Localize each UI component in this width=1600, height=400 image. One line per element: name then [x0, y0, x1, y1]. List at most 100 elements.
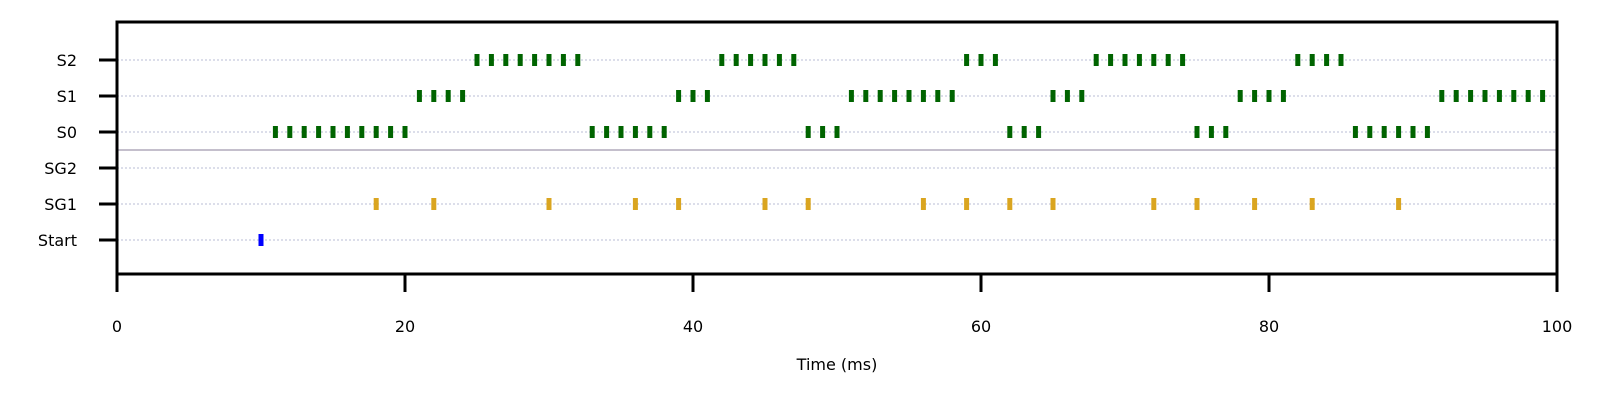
event-mark-s0-29	[1410, 126, 1416, 138]
x-axis: 0 20 40 60 80 100	[112, 274, 1572, 336]
event-mark-s2-22	[1165, 54, 1171, 66]
event-mark-s0-12	[618, 126, 624, 138]
event-mark-s0-28	[1396, 126, 1402, 138]
event-mark-s2-3	[517, 54, 523, 66]
event-mark-s1-3	[460, 90, 466, 102]
x-tick-label-80: 80	[1259, 317, 1279, 336]
event-mark-s1-27	[1511, 90, 1517, 102]
grid-lines	[117, 59, 1557, 241]
event-mark-s1-14	[949, 90, 955, 102]
event-mark-s1-29	[1540, 90, 1546, 102]
y-axis: Start SG1 SG2 S0 S1 S2	[38, 51, 117, 250]
x-tick-label-100: 100	[1542, 317, 1573, 336]
event-mark-s1-2	[445, 90, 451, 102]
event-mark-s0-21	[1036, 126, 1042, 138]
event-mark-s0-9	[402, 126, 408, 138]
event-mark-s2-23	[1180, 54, 1186, 66]
event-mark-sg1-12	[1194, 198, 1200, 210]
event-mark-s1-4	[676, 90, 682, 102]
event-mark-sg1-11	[1151, 198, 1157, 210]
event-mark-s0-25	[1352, 126, 1358, 138]
event-mark-s0-14	[647, 126, 653, 138]
event-mark-s0-20	[1021, 126, 1027, 138]
event-mark-s1-20	[1266, 90, 1272, 102]
event-mark-s1-5	[690, 90, 696, 102]
event-mark-s1-8	[863, 90, 869, 102]
event-mark-s0-1	[287, 126, 293, 138]
event-mark-sg1-1	[431, 198, 437, 210]
event-mark-sg1-3	[632, 198, 638, 210]
x-axis-title: Time (ms)	[796, 355, 878, 374]
event-mark-s2-9	[733, 54, 739, 66]
event-mark-sg1-13	[1252, 198, 1258, 210]
event-mark-sg1-10	[1050, 198, 1056, 210]
event-mark-s0-13	[632, 126, 638, 138]
event-mark-s1-12	[920, 90, 926, 102]
event-mark-sg1-8	[964, 198, 970, 210]
event-mark-s2-11	[762, 54, 768, 66]
event-mark-s1-25	[1482, 90, 1488, 102]
x-tick-label-40: 40	[683, 317, 703, 336]
event-mark-s0-8	[388, 126, 394, 138]
event-mark-s1-21	[1280, 90, 1286, 102]
event-mark-sg1-14	[1309, 198, 1315, 210]
event-mark-s0-22	[1194, 126, 1200, 138]
event-mark-s1-11	[906, 90, 912, 102]
event-mark-s0-24	[1223, 126, 1229, 138]
event-mark-sg1-2	[546, 198, 552, 210]
event-mark-s2-27	[1338, 54, 1344, 66]
event-mark-s2-2	[503, 54, 509, 66]
y-tick-label-sg1: SG1	[44, 195, 77, 214]
event-mark-s0-10	[589, 126, 595, 138]
event-mark-s0-6	[359, 126, 365, 138]
event-mark-s2-24	[1295, 54, 1301, 66]
event-mark-s0-4	[330, 126, 336, 138]
event-mark-sg1-4	[676, 198, 682, 210]
event-mark-s2-20	[1136, 54, 1142, 66]
plot-frame	[115, 20, 1559, 276]
event-mark-s0-18	[834, 126, 840, 138]
event-mark-s2-25	[1309, 54, 1315, 66]
event-mark-s1-22	[1439, 90, 1445, 102]
event-mark-s1-1	[431, 90, 437, 102]
event-mark-s1-15	[1050, 90, 1056, 102]
event-mark-s2-8	[719, 54, 725, 66]
event-mark-s2-4	[532, 54, 538, 66]
event-mark-s2-19	[1122, 54, 1128, 66]
event-mark-s0-17	[820, 126, 826, 138]
event-mark-s0-5	[344, 126, 350, 138]
event-mark-s0-26	[1367, 126, 1373, 138]
event-mark-s1-24	[1468, 90, 1474, 102]
y-tick-label-start: Start	[38, 231, 77, 250]
event-mark-s0-30	[1424, 126, 1430, 138]
event-mark-s1-6	[704, 90, 710, 102]
event-mark-s1-16	[1064, 90, 1070, 102]
event-mark-s1-17	[1079, 90, 1085, 102]
event-mark-s2-7	[575, 54, 581, 66]
y-tick-label-s1: S1	[57, 87, 77, 106]
event-mark-s2-5	[546, 54, 552, 66]
event-mark-s2-10	[748, 54, 754, 66]
event-marks	[258, 54, 1546, 246]
event-mark-s1-18	[1237, 90, 1243, 102]
x-tick-label-20: 20	[395, 317, 415, 336]
event-mark-s1-23	[1453, 90, 1459, 102]
event-mark-s2-16	[992, 54, 998, 66]
event-mark-sg1-5	[762, 198, 768, 210]
event-mark-sg1-9	[1007, 198, 1013, 210]
event-mark-s0-23	[1208, 126, 1214, 138]
y-tick-label-s0: S0	[57, 123, 77, 142]
event-mark-s1-13	[935, 90, 941, 102]
event-mark-s1-10	[892, 90, 898, 102]
event-mark-s0-16	[805, 126, 811, 138]
event-mark-s2-0	[474, 54, 480, 66]
event-mark-s2-18	[1108, 54, 1114, 66]
event-mark-s0-3	[316, 126, 322, 138]
event-mark-s1-19	[1252, 90, 1258, 102]
event-mark-s0-11	[604, 126, 610, 138]
event-mark-s0-15	[661, 126, 667, 138]
event-mark-s0-7	[373, 126, 379, 138]
y-tick-label-sg2: SG2	[44, 159, 77, 178]
event-mark-start-0	[258, 234, 264, 246]
